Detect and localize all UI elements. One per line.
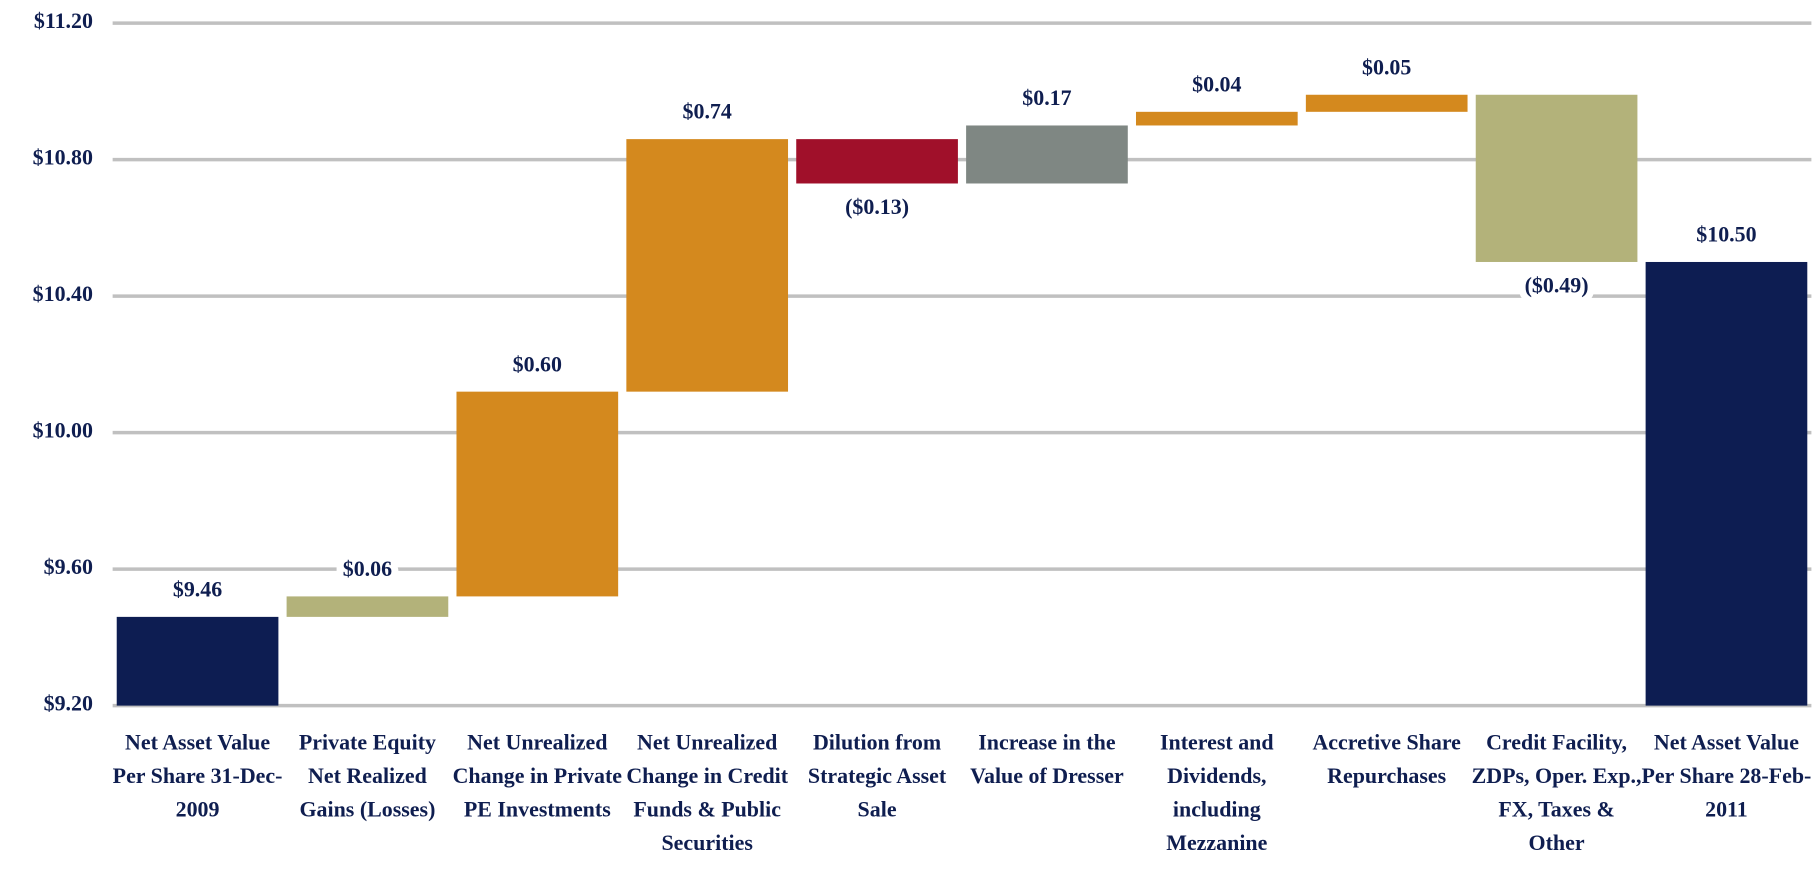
data-label: $0.05 <box>1362 54 1411 79</box>
x-tick-label-box: Net Asset Value Per Share 28-Feb-2011 <box>1641 731 1812 823</box>
bar <box>966 125 1128 184</box>
bar <box>456 391 619 597</box>
bar <box>1645 261 1808 706</box>
x-tick-label: Net Asset Value Per Share 28-Feb-2011 <box>1641 731 1812 823</box>
x-tick-label: Credit Facility, ZDPs, Oper. Exp., FX, T… <box>1471 731 1642 856</box>
y-tick-label: $10.80 <box>33 145 93 170</box>
y-tick-label: $11.20 <box>34 8 93 33</box>
data-label: $0.04 <box>1192 71 1241 96</box>
x-tick-label: Private Equity Net Realized Gains (Losse… <box>298 731 436 823</box>
bar <box>626 139 789 392</box>
x-tick-label: Dilution from Strategic Asset Sale <box>807 731 947 823</box>
x-tick-label-box: Private Equity Net Realized Gains (Losse… <box>298 731 436 823</box>
bar <box>116 616 279 706</box>
bar <box>1135 111 1298 126</box>
x-tick-label-box: Interest and Dividends, including Mezzan… <box>1160 731 1274 856</box>
x-tick-label-box: Net Asset Value Per Share 31-Dec-2009 <box>112 731 283 823</box>
bar <box>286 596 449 617</box>
y-tick-label: $10.00 <box>33 418 93 443</box>
data-label: ($0.13) <box>845 194 909 219</box>
y-tick-label: $9.60 <box>44 554 93 579</box>
x-tick-label-box: Net Unrealized Change in Private PE Inve… <box>452 731 623 823</box>
y-tick-label: $9.20 <box>44 691 93 716</box>
x-tick-label-box: Accretive Share Repurchases <box>1312 731 1461 789</box>
bar <box>1305 94 1468 112</box>
bar <box>796 139 958 184</box>
x-tick-label-box: Net Unrealized Change in Credit Funds & … <box>626 731 789 856</box>
x-tick-label: Accretive Share Repurchases <box>1312 731 1461 789</box>
y-tick-label: $10.40 <box>33 281 93 306</box>
x-tick-label-box: Dilution from Strategic Asset Sale <box>807 731 947 823</box>
data-label: $9.46 <box>173 577 222 602</box>
bar <box>1475 94 1638 262</box>
x-tick-label: Increase in the Value of Dresser <box>970 731 1124 789</box>
x-tick-label: Interest and Dividends, including Mezzan… <box>1160 731 1274 856</box>
data-label: $0.74 <box>683 99 732 124</box>
data-label: $0.60 <box>513 351 562 376</box>
x-tick-label: Net Asset Value Per Share 31-Dec-2009 <box>112 731 283 823</box>
x-tick-label: Net Unrealized Change in Private PE Inve… <box>452 731 623 823</box>
data-label: ($0.49) <box>1525 272 1589 297</box>
data-label: $0.17 <box>1022 85 1071 110</box>
x-tick-label: Net Unrealized Change in Credit Funds & … <box>626 731 789 856</box>
x-tick-label-box: Credit Facility, ZDPs, Oper. Exp., FX, T… <box>1471 731 1642 856</box>
data-label: $0.06 <box>343 556 392 581</box>
x-tick-label-box: Increase in the Value of Dresser <box>970 731 1124 789</box>
data-label: $10.50 <box>1696 222 1756 247</box>
